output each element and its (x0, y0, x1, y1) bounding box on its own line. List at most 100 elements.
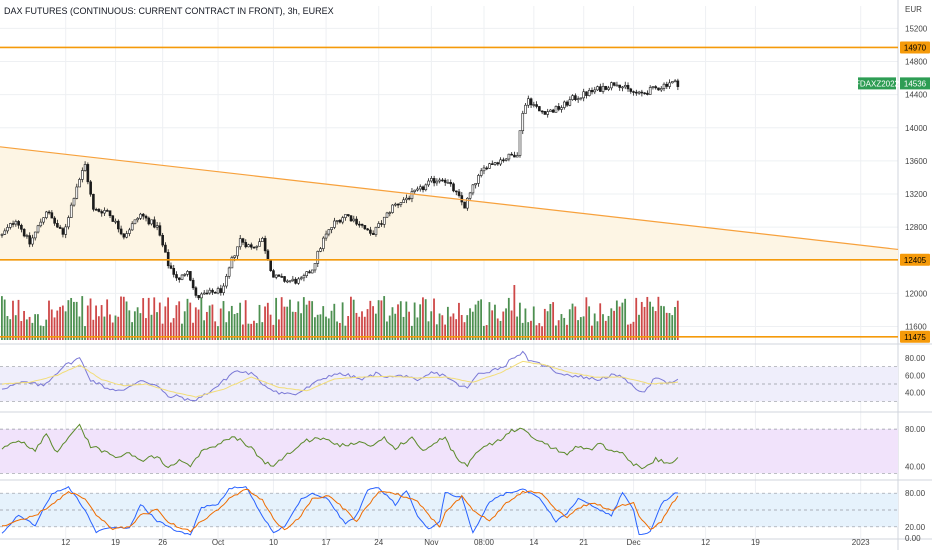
level-badge (900, 41, 930, 54)
volume-bar (100, 305, 103, 340)
candle-body (482, 167, 486, 172)
volume-bar (471, 311, 474, 340)
volume-bar (433, 298, 435, 340)
volume-bar (37, 314, 39, 340)
volume-bar (84, 326, 86, 340)
candle-body (477, 175, 480, 184)
volume-bar (34, 314, 37, 340)
candle-body (172, 268, 176, 275)
volume-bar (247, 323, 250, 340)
volume-bar (327, 318, 330, 340)
candle-body (593, 89, 597, 93)
candle-body (150, 219, 153, 225)
candle-body (515, 155, 519, 158)
candle-body (430, 178, 433, 182)
candle-body (610, 82, 613, 89)
candle-body (421, 186, 425, 191)
volume-bar (117, 316, 120, 340)
candle-body (45, 211, 48, 219)
volume-bar (336, 321, 338, 340)
volume-bar (300, 313, 302, 340)
volume-bar (45, 319, 48, 340)
volume-bar (75, 301, 78, 340)
candle-body (53, 217, 56, 224)
candle-body (355, 218, 358, 225)
volume-bar (413, 302, 416, 340)
volume-bar (452, 313, 455, 340)
candle-body (313, 263, 317, 271)
stochastic-y-tick: 80.00 (905, 489, 926, 498)
candle-body (474, 183, 477, 186)
volume-bar (322, 306, 325, 340)
volume-bar (674, 307, 676, 340)
candle-body (183, 274, 187, 276)
volume-bar (374, 313, 377, 340)
candle-body (394, 203, 397, 206)
volume-bar (574, 306, 577, 340)
volume-bar (466, 315, 469, 340)
volume-bar (388, 315, 391, 340)
volume-bar (86, 305, 89, 340)
candle-body (371, 233, 375, 235)
candle-body (563, 101, 566, 108)
candle-body (424, 184, 428, 191)
volume-bar (3, 299, 6, 340)
volume-bar (568, 309, 571, 340)
candle-body (175, 274, 178, 279)
volume-bar (142, 298, 145, 340)
candle-body (388, 212, 392, 214)
candle-body (665, 83, 669, 87)
volume-bar (92, 319, 95, 340)
volume-bar (178, 301, 181, 340)
volume-bar (81, 296, 84, 340)
candle-body (488, 163, 491, 169)
x-tick-label: 21 (579, 538, 588, 547)
candle-body (568, 99, 572, 106)
candle-body (225, 276, 228, 287)
volume-bar (39, 325, 42, 340)
volume-bar (222, 301, 225, 340)
volume-bar (458, 302, 460, 340)
candle-body (449, 182, 453, 185)
candle-body (427, 180, 430, 186)
candle-body (510, 153, 513, 156)
volume-bar (352, 299, 355, 340)
candle-body (72, 198, 76, 206)
volume-bar (651, 306, 654, 340)
candle-body (324, 233, 328, 239)
candle-body (297, 278, 300, 284)
stochastic-series-1 (1, 486, 678, 536)
candle-body (651, 86, 655, 88)
candle-body (202, 292, 206, 295)
volume-bar (78, 316, 81, 340)
candle-body (629, 88, 633, 92)
candle-body (579, 97, 583, 100)
volume-bar (394, 313, 397, 340)
volume-bar (602, 314, 604, 340)
candle-body (504, 158, 508, 161)
candle-body (86, 164, 90, 183)
last-price-badge (900, 77, 930, 90)
candle-body (97, 209, 101, 212)
candle-body (244, 242, 248, 248)
volume-bar (494, 304, 496, 340)
candle-body (302, 275, 306, 279)
candle-body (626, 85, 630, 90)
volume-bar (289, 299, 291, 340)
candle-body (418, 186, 422, 190)
candle-body (250, 244, 253, 248)
candle-body (277, 274, 281, 277)
candle-body (648, 87, 652, 95)
candle-body (454, 190, 458, 193)
candle-body (671, 81, 674, 84)
volume-bar (269, 314, 272, 340)
volume-bar (361, 311, 363, 340)
candle-body (105, 210, 109, 212)
candle-body (274, 274, 278, 278)
volume-bar (582, 316, 585, 340)
candle-body (197, 295, 200, 299)
volume-bar (435, 324, 438, 340)
candle-body (590, 90, 594, 93)
candle-body (349, 215, 353, 222)
